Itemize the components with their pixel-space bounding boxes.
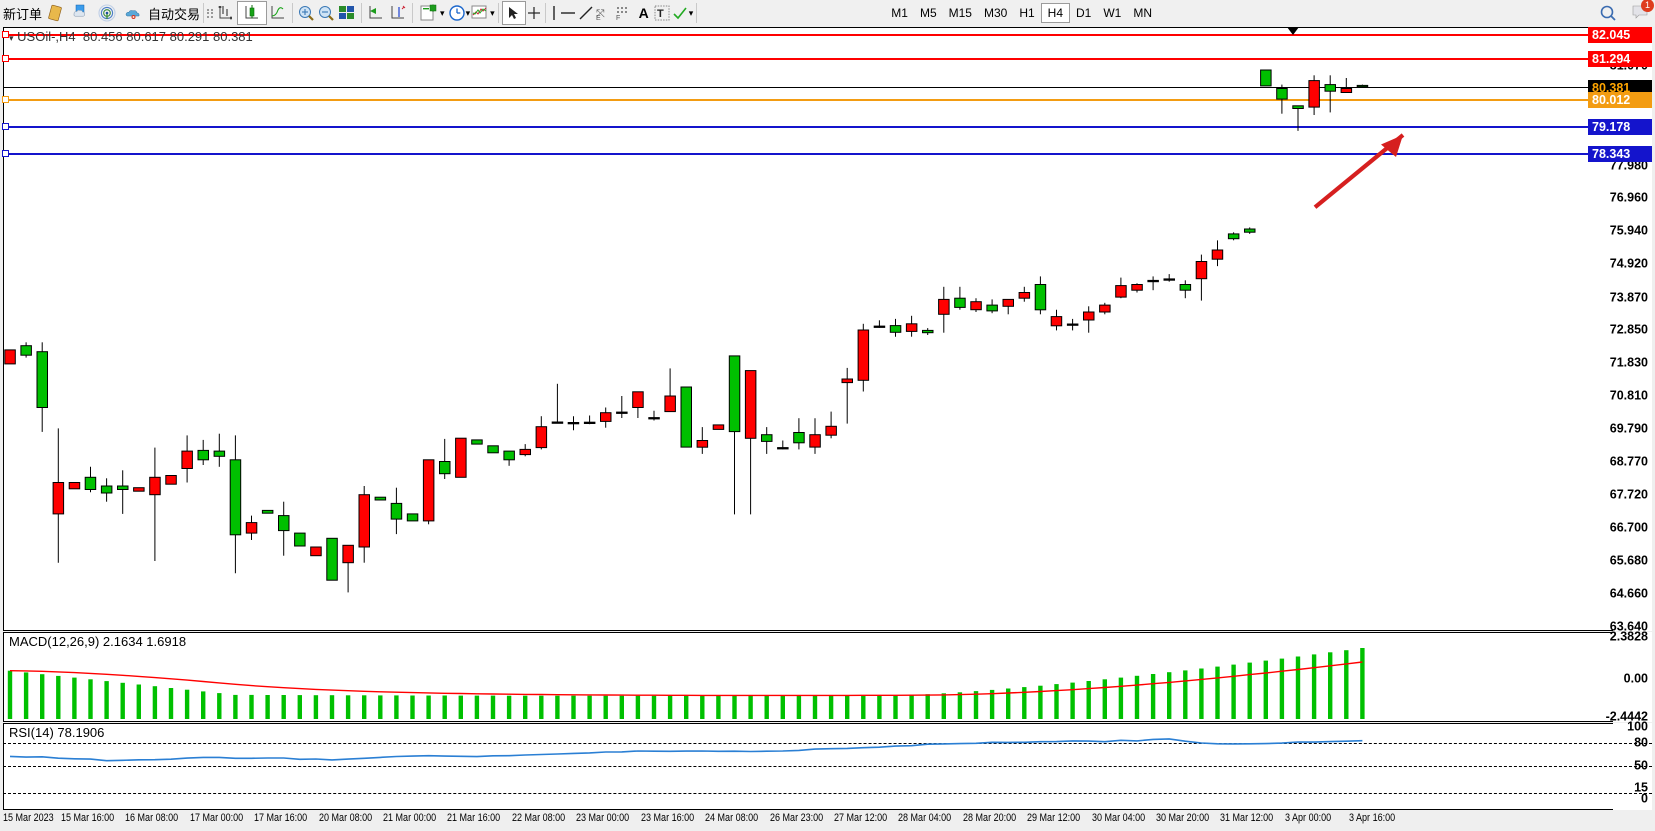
svg-text:E: E xyxy=(596,15,601,22)
svg-text:T: T xyxy=(657,8,664,20)
svg-text:F: F xyxy=(616,15,620,22)
